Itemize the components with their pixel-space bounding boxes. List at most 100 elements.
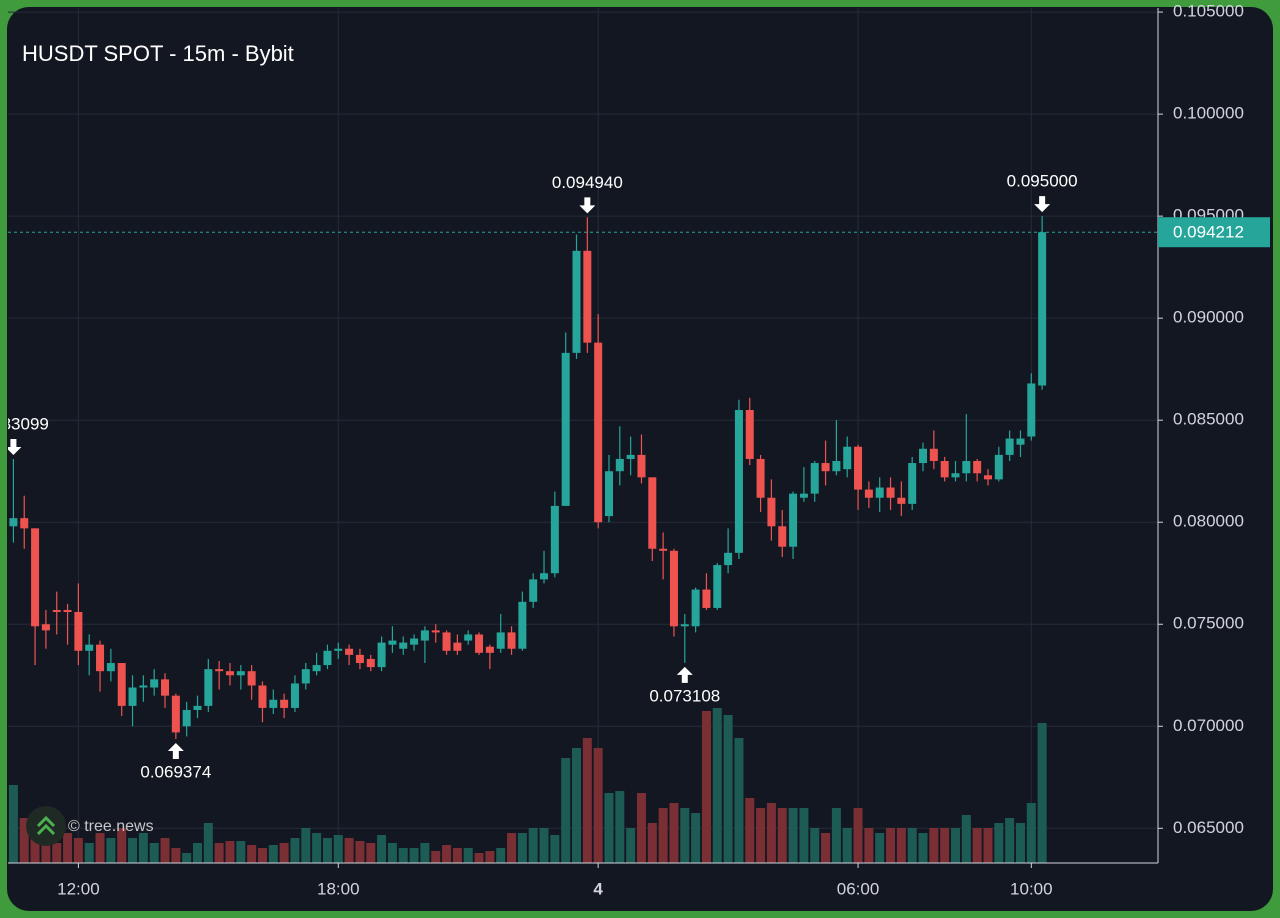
candle-body xyxy=(626,454,635,459)
volume-bar xyxy=(160,838,170,863)
volume-bar xyxy=(236,841,246,863)
volume-bar xyxy=(312,833,322,863)
x-tick-label: 18:00 xyxy=(317,879,360,898)
volume-bar xyxy=(182,853,192,863)
candle-body xyxy=(128,687,137,706)
volume-bar xyxy=(647,823,657,863)
candle-body xyxy=(897,497,906,504)
volume-bar xyxy=(864,828,874,863)
volume-bar xyxy=(149,843,159,863)
volume-bar xyxy=(582,738,592,863)
volume-bar xyxy=(507,833,517,863)
volume-bar xyxy=(193,843,203,863)
volume-bar xyxy=(896,828,906,863)
candle-body xyxy=(940,461,949,478)
candle-body xyxy=(431,630,440,633)
annotation-label: 0.095000 xyxy=(1007,172,1078,191)
candle-body xyxy=(1027,383,1036,437)
candle-body xyxy=(9,518,18,527)
volume-bar xyxy=(561,758,571,863)
candle-body xyxy=(52,609,61,613)
candle-body xyxy=(74,612,83,651)
candle-body xyxy=(929,448,938,462)
candle-body xyxy=(908,463,917,504)
volume-bar xyxy=(886,828,896,863)
candle-body xyxy=(843,446,852,470)
volume-bar xyxy=(431,851,441,863)
y-tick-label: 0.075000 xyxy=(1173,614,1244,633)
candle-body xyxy=(821,463,830,472)
y-tick-label: 0.080000 xyxy=(1173,512,1244,531)
x-tick-label: 12:00 xyxy=(57,879,100,898)
volume-bar xyxy=(452,848,462,863)
volume-bar xyxy=(73,838,83,863)
annotation-label: 0.094940 xyxy=(552,173,623,192)
volume-bar xyxy=(138,833,148,863)
volume-bar xyxy=(377,835,387,863)
candle-body xyxy=(951,473,960,478)
volume-bar xyxy=(398,848,408,863)
volume-bar xyxy=(734,738,744,863)
volume-bar xyxy=(626,828,636,863)
candle-body xyxy=(420,630,429,641)
volume-bar xyxy=(821,833,831,863)
volume-bar xyxy=(810,828,820,863)
candle-body xyxy=(973,461,982,474)
volume-bar xyxy=(539,828,549,863)
candle-body xyxy=(637,454,646,478)
candle-body xyxy=(464,634,473,641)
volume-bar xyxy=(355,841,365,863)
candle-body xyxy=(594,342,603,523)
volume-bar xyxy=(496,848,506,863)
candle-body xyxy=(301,669,310,684)
volume-bar xyxy=(691,813,701,863)
x-tick-label: 4 xyxy=(593,879,603,898)
y-tick-label: 0.070000 xyxy=(1173,716,1244,735)
volume-bar xyxy=(842,828,852,863)
volume-bar xyxy=(290,838,300,863)
volume-bar xyxy=(30,833,40,863)
candle-body xyxy=(280,699,289,708)
candle-body xyxy=(453,642,462,651)
candle-body xyxy=(31,528,40,627)
volume-bar xyxy=(485,851,495,863)
candle-body xyxy=(1005,438,1014,455)
volume-bar xyxy=(463,848,473,863)
candle-body xyxy=(355,654,364,664)
x-tick-label: 10:00 xyxy=(1010,879,1053,898)
candle-body xyxy=(875,487,884,498)
annotation-arrow xyxy=(579,197,596,214)
volume-bar xyxy=(831,808,841,863)
y-tick-label: 0.090000 xyxy=(1173,308,1244,327)
volume-bar xyxy=(63,833,73,863)
candle-body xyxy=(290,683,299,708)
candle-body xyxy=(399,642,408,649)
watermark: © tree.news xyxy=(68,818,154,835)
volume-bar xyxy=(983,828,993,863)
candle-body xyxy=(139,685,148,688)
candle-body xyxy=(258,685,267,708)
candle-body xyxy=(247,671,256,686)
volume-bar xyxy=(756,808,766,863)
candle-body xyxy=(864,489,873,498)
candle-body xyxy=(745,409,754,459)
candle-body xyxy=(312,665,321,672)
candle-body xyxy=(41,624,50,631)
candle-body xyxy=(724,552,733,566)
volume-bar xyxy=(701,711,711,863)
volume-bar xyxy=(636,793,646,863)
candle-body xyxy=(713,565,722,608)
volume-bar xyxy=(95,833,105,863)
candle-body xyxy=(442,632,451,651)
y-tick-label: 0.065000 xyxy=(1173,818,1244,837)
volume-layer xyxy=(8,708,1047,863)
candle-body xyxy=(691,589,700,627)
volume-bar xyxy=(951,828,961,863)
volume-bar xyxy=(994,823,1004,863)
candle-body xyxy=(366,658,375,668)
y-tick-label: 0.100000 xyxy=(1173,104,1244,123)
volume-bar xyxy=(615,791,625,863)
watermark-logo xyxy=(26,806,66,846)
volume-bar xyxy=(777,808,787,863)
